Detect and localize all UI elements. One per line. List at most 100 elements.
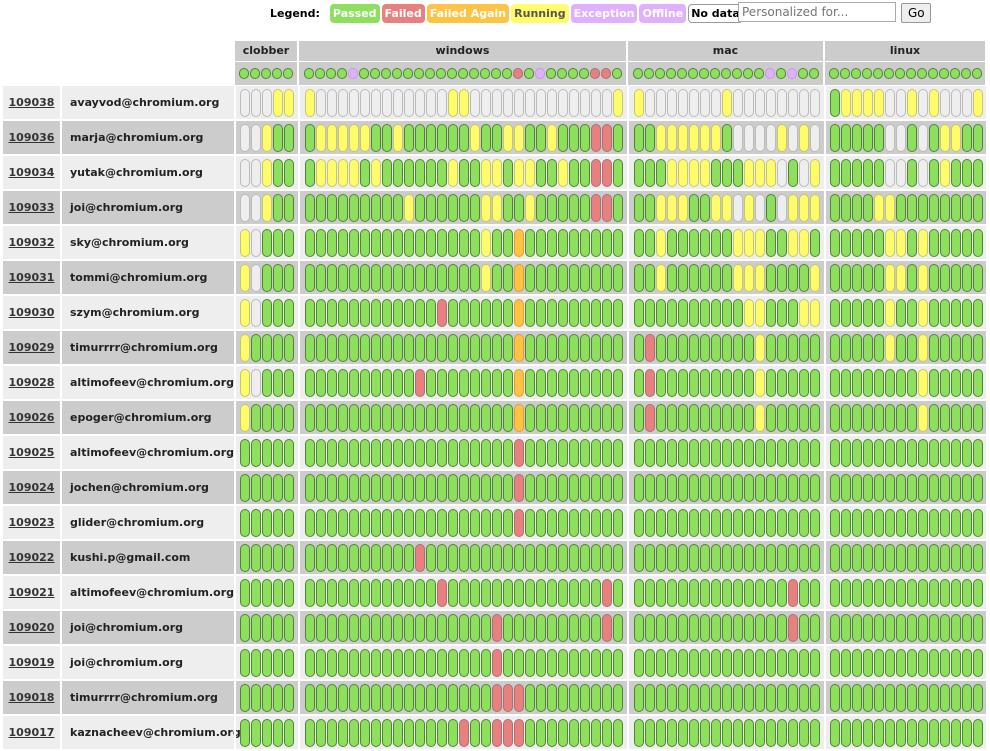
build-passed[interactable] — [862, 158, 873, 187]
build-passed[interactable] — [798, 403, 809, 432]
build-passed[interactable] — [787, 158, 798, 187]
build-passed[interactable] — [458, 123, 469, 152]
build-running[interactable] — [513, 123, 524, 152]
builder-status-passed[interactable] — [643, 68, 654, 79]
build-passed[interactable] — [447, 718, 458, 747]
build-running[interactable] — [633, 88, 644, 117]
build-passed[interactable] — [950, 578, 961, 607]
build-passed[interactable] — [491, 578, 502, 607]
build-passed[interactable] — [337, 578, 348, 607]
build-passed[interactable] — [787, 298, 798, 327]
build-running[interactable] — [732, 263, 743, 292]
build-passed[interactable] — [273, 368, 283, 397]
build-passed[interactable] — [601, 368, 612, 397]
build-passed[interactable] — [906, 648, 917, 677]
build-passed[interactable] — [961, 648, 972, 677]
build-running[interactable] — [939, 158, 950, 187]
build-passed[interactable] — [304, 193, 315, 222]
build-running[interactable] — [262, 158, 272, 187]
build-passed[interactable] — [491, 438, 502, 467]
build-passed[interactable] — [491, 508, 502, 537]
build-passed[interactable] — [721, 403, 732, 432]
build-running[interactable] — [240, 333, 250, 362]
builder-status-passed[interactable] — [380, 68, 391, 79]
build-passed[interactable] — [381, 263, 392, 292]
build-passed[interactable] — [655, 333, 666, 362]
build-passed[interactable] — [787, 403, 798, 432]
build-passed[interactable] — [436, 508, 447, 537]
build-passed[interactable] — [579, 683, 590, 712]
build-passed[interactable] — [895, 648, 906, 677]
build-passed[interactable] — [633, 123, 644, 152]
build-passed[interactable] — [840, 508, 851, 537]
build-passed[interactable] — [710, 368, 721, 397]
build-passed[interactable] — [721, 718, 732, 747]
build-running[interactable] — [721, 193, 732, 222]
build-passed[interactable] — [240, 473, 250, 502]
build-passed[interactable] — [776, 263, 787, 292]
build-passed[interactable] — [304, 718, 315, 747]
build-passed[interactable] — [612, 508, 623, 537]
build-passed[interactable] — [754, 508, 765, 537]
build-passed[interactable] — [809, 403, 820, 432]
build-passed[interactable] — [961, 123, 972, 152]
build-passed[interactable] — [284, 718, 294, 747]
build-passed[interactable] — [829, 193, 840, 222]
build-passed[interactable] — [425, 543, 436, 572]
build-passed[interactable] — [458, 228, 469, 257]
build-passed[interactable] — [612, 298, 623, 327]
build-passed[interactable] — [284, 158, 294, 187]
builder-status-passed[interactable] — [567, 68, 578, 79]
build-no-data[interactable] — [732, 193, 743, 222]
build-running[interactable] — [840, 88, 851, 117]
build-running[interactable] — [721, 88, 732, 117]
build-passed[interactable] — [469, 718, 480, 747]
build-passed[interactable] — [928, 578, 939, 607]
build-running[interactable] — [928, 88, 939, 117]
build-no-data[interactable] — [917, 123, 928, 152]
build-passed[interactable] — [480, 508, 491, 537]
build-passed[interactable] — [251, 333, 261, 362]
build-passed[interactable] — [633, 368, 644, 397]
build-passed[interactable] — [469, 683, 480, 712]
build-passed[interactable] — [469, 298, 480, 327]
builder-status-passed[interactable] — [325, 68, 336, 79]
build-no-data[interactable] — [251, 158, 261, 187]
build-failed[interactable] — [414, 543, 425, 572]
build-passed[interactable] — [370, 438, 381, 467]
build-passed[interactable] — [348, 683, 359, 712]
builder-status-passed[interactable] — [872, 68, 883, 79]
build-no-data[interactable] — [359, 88, 370, 117]
builder-status-passed[interactable] — [336, 68, 347, 79]
build-passed[interactable] — [699, 333, 710, 362]
go-button[interactable]: Go — [901, 3, 931, 23]
build-passed[interactable] — [928, 683, 939, 712]
build-passed[interactable] — [590, 578, 601, 607]
build-passed[interactable] — [524, 473, 535, 502]
build-passed[interactable] — [972, 648, 983, 677]
build-passed[interactable] — [688, 508, 699, 537]
builder-status-failed[interactable] — [600, 68, 611, 79]
build-passed[interactable] — [414, 158, 425, 187]
build-passed[interactable] — [776, 718, 787, 747]
build-passed[interactable] — [699, 648, 710, 677]
build-passed[interactable] — [370, 473, 381, 502]
build-passed[interactable] — [590, 508, 601, 537]
builder-status-passed[interactable] — [861, 68, 872, 79]
build-passed[interactable] — [809, 648, 820, 677]
build-passed[interactable] — [612, 718, 623, 747]
build-passed[interactable] — [502, 543, 513, 572]
build-passed[interactable] — [273, 438, 283, 467]
build-passed[interactable] — [906, 438, 917, 467]
build-passed[interactable] — [732, 403, 743, 432]
builder-status-passed[interactable] — [938, 68, 949, 79]
build-passed[interactable] — [961, 578, 972, 607]
builder-status-passed[interactable] — [446, 68, 457, 79]
build-passed[interactable] — [337, 473, 348, 502]
build-passed[interactable] — [240, 543, 250, 572]
build-passed[interactable] — [666, 228, 677, 257]
build-passed[interactable] — [862, 683, 873, 712]
build-passed[interactable] — [568, 613, 579, 642]
revision-link[interactable]: 109032 — [8, 236, 55, 249]
build-passed[interactable] — [546, 438, 557, 467]
